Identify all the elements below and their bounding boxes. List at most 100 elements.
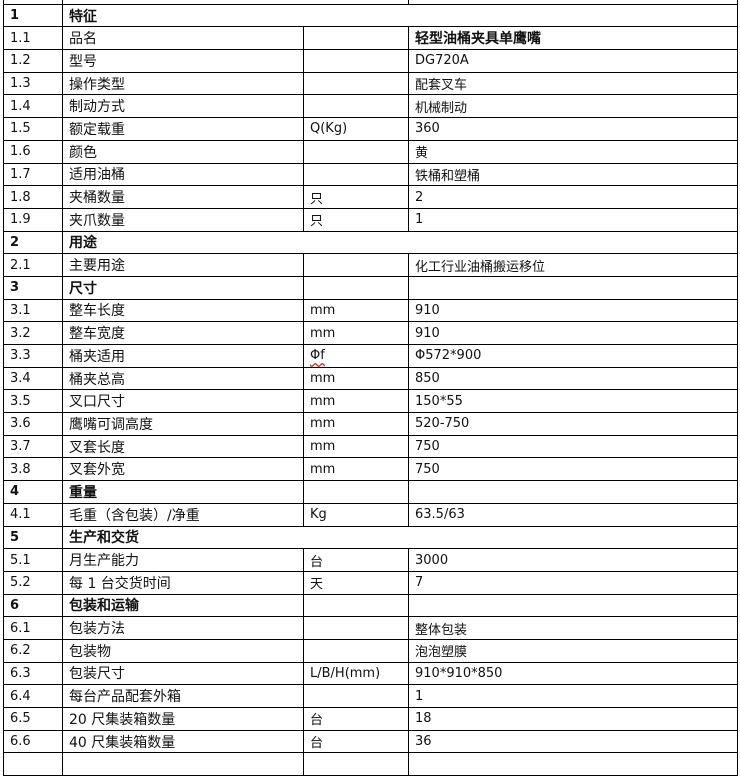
row-label: 尺寸 <box>62 275 304 300</box>
row-unit <box>303 71 409 96</box>
row-value: 360 <box>408 117 738 141</box>
row-number: 1.3 <box>3 71 63 96</box>
table-row: 6.4 每台产品配套外箱 1 <box>3 684 738 708</box>
row-label: 操作类型 <box>62 71 304 96</box>
table-row: 5.2 每 1 台交货时间天 7 <box>3 570 738 595</box>
row-value <box>408 275 738 300</box>
row-value: 黄 <box>408 139 738 164</box>
row-unit: Q(Kg) <box>303 117 409 141</box>
table-row: 1.3 操作类型 配套叉车 <box>3 71 738 96</box>
row-unit: L/B/H(mm) <box>303 661 409 686</box>
section-row: 3 尺寸 <box>3 275 738 300</box>
row-number: 1.6 <box>3 139 63 164</box>
table-row: 3.1 整车长度 mm 910 <box>3 298 738 323</box>
row-value: 1 <box>408 207 738 232</box>
row-unit <box>303 139 409 164</box>
row-number: 4.1 <box>3 502 63 527</box>
row-label: 整车长度 <box>62 298 304 323</box>
row-number: 6.3 <box>3 661 63 686</box>
row-value <box>408 480 738 504</box>
table-row: 6.1 包装方法 整体包装 <box>3 616 738 640</box>
row-value: 750 <box>408 434 738 459</box>
section-row: 4 重量 <box>3 480 738 504</box>
row-unit: 天 <box>303 570 409 595</box>
table-row: 3.2 整车宽度 mm 910 <box>3 321 738 345</box>
row-number: 3.3 <box>3 344 63 368</box>
row-number: 2 <box>3 230 63 255</box>
section-row: 6 包装和运输 <box>3 593 738 618</box>
section-row: 5 生产和交货 <box>3 525 738 550</box>
row-label: 主要用途 <box>62 253 304 277</box>
row-label: 叉套外宽 <box>62 457 304 482</box>
row-value: 3000 <box>408 548 738 572</box>
row-label: 适用油桶 <box>62 162 304 187</box>
table-row: 3.4 桶夹总高 mm 850 <box>3 366 738 391</box>
table-row: 5.1 月生产能力台 3000 <box>3 548 738 572</box>
row-value: 520-750 <box>408 412 738 436</box>
row-number: 1.8 <box>3 185 63 209</box>
row-label: 叉套长度 <box>62 434 304 459</box>
table-row: 3.8 叉套外宽 mm 750 <box>3 457 738 482</box>
row-value: Φ572*900 <box>408 344 738 368</box>
row-number: 1.7 <box>3 162 63 187</box>
row-label: 包装物 <box>62 638 304 663</box>
spellcheck-underline: Φf <box>310 348 325 364</box>
row-number: 4 <box>3 480 63 504</box>
table-row: 3.7 叉套长度 mm 750 <box>3 434 738 459</box>
row-value <box>408 593 738 618</box>
row-label: 颜色 <box>62 139 304 164</box>
row-number: 3.6 <box>3 412 63 436</box>
row-unit <box>303 616 409 640</box>
row-value: 1 <box>408 684 738 708</box>
row-number: 3 <box>3 275 63 300</box>
row-unit <box>303 26 409 51</box>
table-row: 1.4 制动方式 机械制动 <box>3 94 738 119</box>
row-value: 轻型油桶夹具单鹰嘴 <box>408 26 738 51</box>
row-label: 包装尺寸 <box>62 661 304 686</box>
row-unit: mm <box>303 321 409 345</box>
row-value: 泡泡塑膜 <box>408 638 738 663</box>
row-value: 63.5/63 <box>408 502 738 527</box>
table-row: 1.7 适用油桶 铁桶和塑桶 <box>3 162 738 187</box>
row-unit: mm <box>303 389 409 414</box>
row-number: 3.1 <box>3 298 63 323</box>
row-unit: mm <box>303 434 409 459</box>
row-number: 3.4 <box>3 366 63 391</box>
row-value: 36 <box>408 729 738 754</box>
row-number: 3.2 <box>3 321 63 345</box>
row-value: 18 <box>408 707 738 731</box>
row-label: 生产和交货 <box>62 525 738 550</box>
row-label: 月生产能力 <box>62 548 304 572</box>
row-label: 用途 <box>62 230 738 255</box>
table-row: 6.2 包装物 泡泡塑膜 <box>3 638 738 663</box>
row-label: 整车宽度 <box>62 321 304 345</box>
row-unit: Φf <box>303 344 409 368</box>
row-label: 每台产品配套外箱 <box>62 684 304 708</box>
row-number: 1.2 <box>3 49 63 73</box>
row-number: 5.2 <box>3 570 63 595</box>
row-value: 机械制动 <box>408 94 738 119</box>
row-number: 1.9 <box>3 207 63 232</box>
row-number: 2.1 <box>3 253 63 277</box>
row-number: 6.5 <box>3 707 63 731</box>
row-label: 制动方式 <box>62 94 304 119</box>
row-unit: 台 <box>303 707 409 731</box>
row-value: 910*910*850 <box>408 661 738 686</box>
table-row: 3.6 鹰嘴可调高度 mm 520-750 <box>3 412 738 436</box>
row-value: 7 <box>408 570 738 595</box>
row-number: 1.4 <box>3 94 63 119</box>
row-value: 化工行业油桶搬运移位 <box>408 253 738 277</box>
row-unit <box>303 480 409 504</box>
row-number: 1.5 <box>3 117 63 141</box>
table-row: 3.5 叉口尺寸 mm 150*55 <box>3 389 738 414</box>
row-label: 型号 <box>62 49 304 73</box>
row-number: 5.1 <box>3 548 63 572</box>
row-unit <box>303 593 409 618</box>
row-number: 3.5 <box>3 389 63 414</box>
row-unit: mm <box>303 298 409 323</box>
row-unit: 台 <box>303 548 409 572</box>
row-value: 910 <box>408 298 738 323</box>
table-row: 1.6 颜色 黄 <box>3 139 738 164</box>
row-label: 桶夹适用 <box>62 344 304 368</box>
row-label: 夹桶数量 <box>62 185 304 209</box>
